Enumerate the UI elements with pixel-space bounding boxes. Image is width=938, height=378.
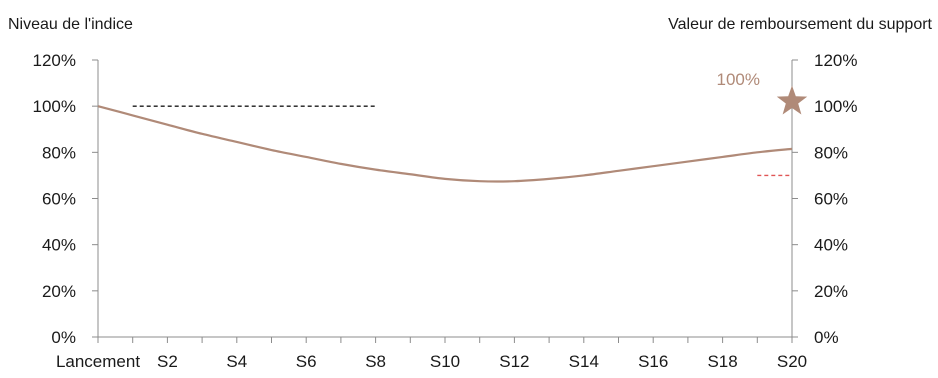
right-y-tick-label: 0% <box>814 328 839 347</box>
tick-labels: 0% 0% 20% 20% 40% 40% 60% 60% 80% 80% 100% 100% 120%… <box>33 51 858 371</box>
axes <box>92 59 798 343</box>
left-y-tick-label: 100% <box>33 97 76 116</box>
left-y-tick-label: 40% <box>42 236 76 255</box>
x-tick-label: S14 <box>569 352 599 371</box>
x-tick-label: Lancement <box>56 352 140 371</box>
x-tick-label: S4 <box>226 352 247 371</box>
x-tick-label: S12 <box>499 352 529 371</box>
repayment-marker-group: 100% <box>717 70 808 115</box>
left-y-tick-label: 80% <box>42 143 76 162</box>
right-y-tick-label: 120% <box>814 51 857 70</box>
left-axis-title: Niveau de l'indice <box>8 16 133 33</box>
left-y-tick-label: 60% <box>42 190 76 209</box>
right-y-tick-label: 100% <box>814 97 857 116</box>
left-y-tick-label: 0% <box>51 328 76 347</box>
x-tick-label: S20 <box>777 352 807 371</box>
x-tick-label: S6 <box>296 352 317 371</box>
right-axis-title: Valeur de remboursement du support <box>668 16 932 33</box>
right-y-tick-label: 60% <box>814 190 848 209</box>
repayment-value-label: 100% <box>717 70 760 89</box>
repayment-star-marker <box>776 85 808 115</box>
x-tick-label: S8 <box>365 352 386 371</box>
left-y-tick-label: 20% <box>42 282 76 301</box>
x-tick-label: S2 <box>157 352 178 371</box>
right-y-tick-label: 80% <box>814 143 848 162</box>
x-tick-label: S18 <box>707 352 737 371</box>
index-series-line <box>97 105 793 183</box>
x-tick-label: S16 <box>638 352 668 371</box>
right-y-tick-label: 20% <box>814 282 848 301</box>
series <box>97 105 793 183</box>
reference-lines <box>132 105 792 177</box>
left-y-tick-label: 120% <box>33 51 76 70</box>
right-y-tick-label: 40% <box>814 236 848 255</box>
x-tick-label: S10 <box>430 352 460 371</box>
